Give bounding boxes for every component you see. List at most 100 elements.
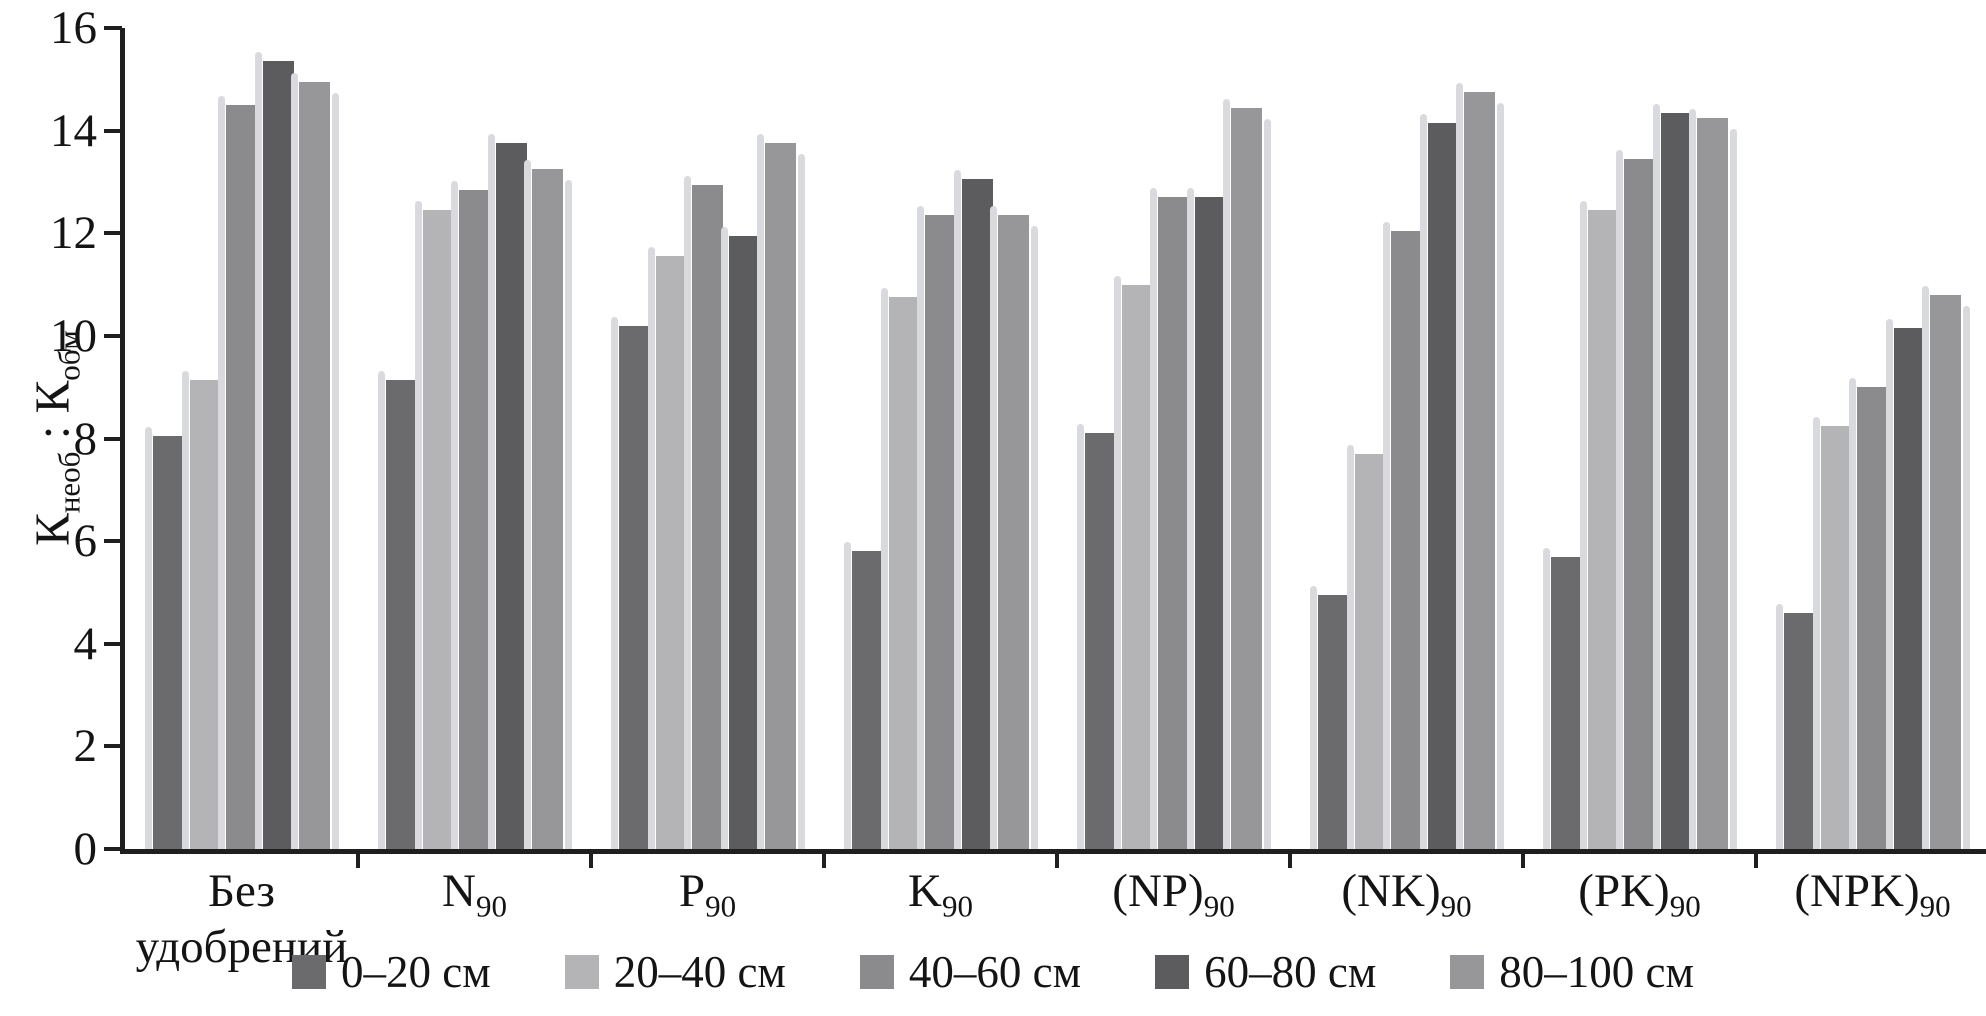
bar-series1-group8 xyxy=(1776,603,1815,849)
category-label: K90 xyxy=(908,865,973,924)
bar-shadow xyxy=(844,542,851,849)
y-tick-label: 14 xyxy=(50,104,97,157)
bar-shadow xyxy=(684,175,691,849)
bar-shadow xyxy=(145,426,152,849)
y-tick xyxy=(104,436,122,441)
bar-series4-group1 xyxy=(254,52,294,849)
y-tick-label: 2 xyxy=(73,720,98,773)
bar-shadow xyxy=(1963,305,1970,849)
x-tick xyxy=(1288,849,1292,868)
bar-shadow xyxy=(1346,444,1354,849)
bar-series4-group3 xyxy=(720,226,760,849)
bar-shadow xyxy=(254,52,262,849)
bar-series3-group3 xyxy=(684,175,723,849)
legend-swatch xyxy=(564,955,599,989)
legend-item: 20–40 см xyxy=(564,946,786,998)
bar-series1-group5 xyxy=(1077,424,1116,849)
bar-series2-group7 xyxy=(1579,201,1619,849)
bar-shadow xyxy=(880,288,888,849)
bar-shadow xyxy=(1456,83,1463,849)
plot-area: 0 2 4 6 8 10 12 14 16 Без удобрений N90 P90 K90 (NP)90… xyxy=(50,2,1986,973)
bar-shadow xyxy=(1616,149,1623,849)
x-tick xyxy=(589,849,593,868)
legend-label: 20–40 см xyxy=(613,947,786,997)
bar-series3-group6 xyxy=(1383,221,1422,849)
bar-series4-group5 xyxy=(1186,188,1226,849)
bar-shadow xyxy=(181,370,189,849)
y-tick-label: 8 xyxy=(73,412,98,465)
bar-shadow xyxy=(524,160,531,849)
bar-series1-group4 xyxy=(844,542,883,849)
bar-shadow xyxy=(565,180,572,849)
bar-series1-group2 xyxy=(378,370,417,849)
legend-swatch xyxy=(1155,955,1190,989)
bar-shadow xyxy=(798,154,805,849)
bar-series3-group2 xyxy=(451,180,490,849)
bar-series1-group6 xyxy=(1310,586,1349,849)
bar-shadow xyxy=(757,134,764,849)
bar-series2-group5 xyxy=(1113,275,1153,849)
y-tick-label: 0 xyxy=(73,823,98,875)
y-tick-label: 6 xyxy=(73,515,98,568)
bar-shadow xyxy=(487,134,495,849)
bar-shadow xyxy=(647,247,655,849)
x-tick xyxy=(822,849,826,868)
y-tick xyxy=(104,128,122,133)
bar-series2-group3 xyxy=(647,247,687,849)
y-tick-label: 12 xyxy=(50,207,97,260)
bar-shadow xyxy=(1310,586,1317,849)
y-tick-label: 10 xyxy=(50,309,97,362)
bar-shadow xyxy=(451,180,458,849)
bar-series5-group1 xyxy=(291,72,339,849)
bar-series2-group8 xyxy=(1812,416,1852,849)
category-label: N90 xyxy=(442,865,507,924)
bar-shadow xyxy=(953,170,961,849)
bar-shadow xyxy=(990,206,997,849)
bar-series3-group1 xyxy=(218,95,257,849)
bar-series3-group8 xyxy=(1849,378,1888,849)
bar-shadow xyxy=(1812,416,1820,849)
bar-series4-group2 xyxy=(487,134,527,849)
bar-series3-group5 xyxy=(1150,188,1189,849)
bar-series4-group7 xyxy=(1652,103,1692,849)
bar-series5-group6 xyxy=(1456,83,1504,849)
y-tick xyxy=(104,744,122,749)
bar-shadow xyxy=(332,92,339,849)
bar-series1-group1 xyxy=(145,426,184,849)
bar-series1-group7 xyxy=(1543,547,1582,849)
legend-label: 80–100 см xyxy=(1499,947,1694,997)
category-label: (NPK)90 xyxy=(1794,865,1951,924)
bar-shadow xyxy=(611,316,618,849)
bar-series5-group3 xyxy=(757,134,805,849)
bar-shadow xyxy=(1689,108,1696,849)
legend-label: 60–80 см xyxy=(1204,947,1377,997)
bar-series3-group7 xyxy=(1616,149,1655,849)
bar-shadow xyxy=(1150,188,1157,849)
bar-shadow xyxy=(218,95,225,849)
bar-series5-group8 xyxy=(1922,285,1970,849)
y-tick xyxy=(104,231,122,236)
legend-swatch xyxy=(859,955,894,989)
y-tick xyxy=(104,847,122,851)
category-label: P90 xyxy=(678,865,737,924)
category-label: (NP)90 xyxy=(1112,865,1235,924)
x-tick xyxy=(1754,849,1758,868)
x-tick xyxy=(356,849,360,868)
bar-shadow xyxy=(1077,424,1084,849)
y-tick xyxy=(104,26,122,30)
bar-shadow xyxy=(1186,188,1194,849)
bar-series4-group4 xyxy=(953,170,993,849)
legend-item: 40–60 см xyxy=(859,946,1081,998)
x-tick xyxy=(1055,849,1059,868)
category-label: (PK)90 xyxy=(1578,865,1701,924)
bar-series4-group6 xyxy=(1419,113,1459,849)
bar-shadow xyxy=(1579,201,1587,849)
bar-series2-group6 xyxy=(1346,444,1386,849)
bar-shadow xyxy=(1383,221,1390,849)
category-label: (NK)90 xyxy=(1341,865,1472,924)
bar-shadow xyxy=(1730,128,1737,849)
y-tick xyxy=(104,333,122,338)
y-tick-label: 4 xyxy=(73,617,98,670)
bar-shadow xyxy=(1264,118,1271,849)
bar-shadow xyxy=(1497,103,1504,849)
